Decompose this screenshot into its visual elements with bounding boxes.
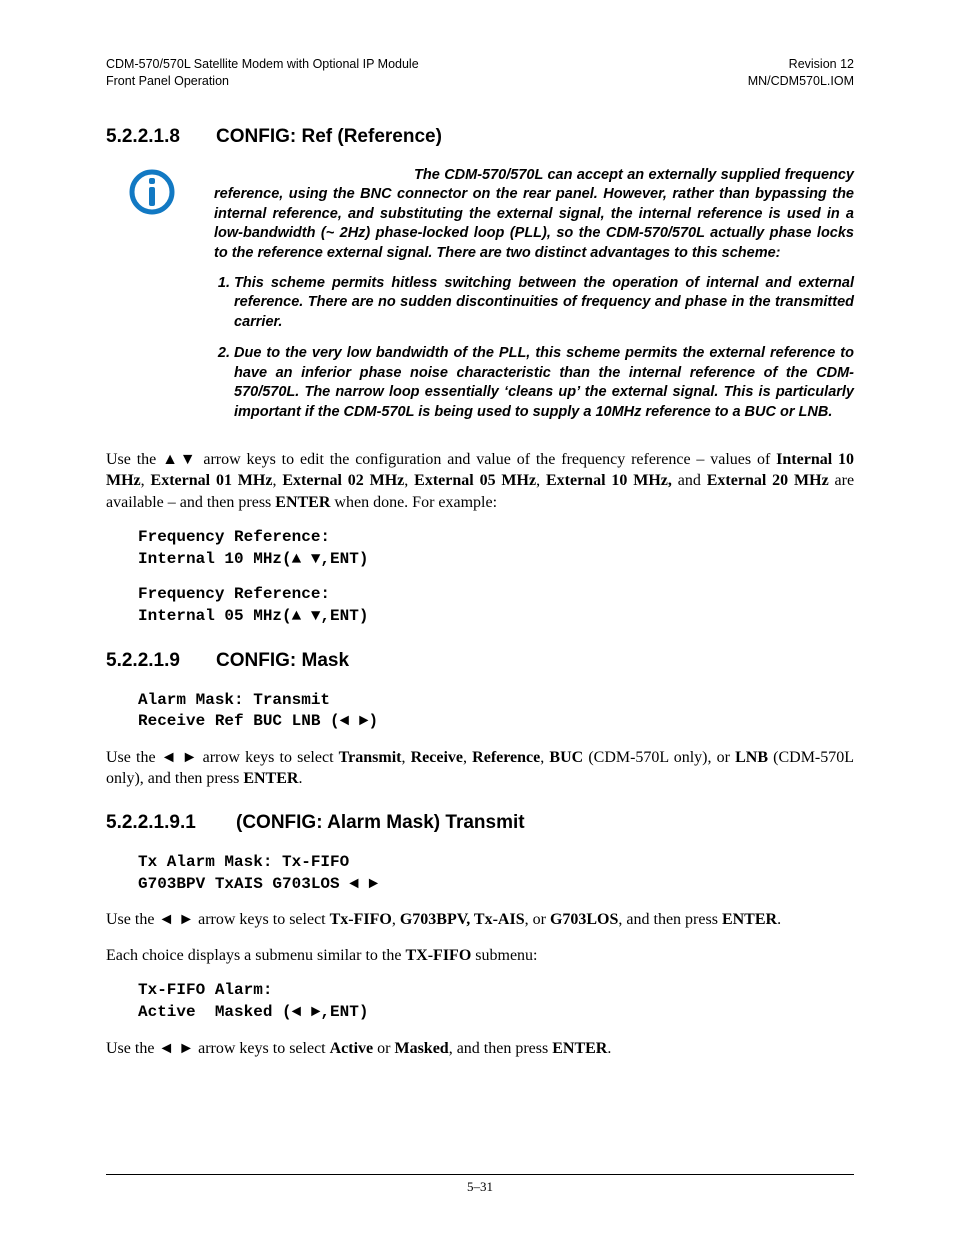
text-bold: External 20 MHz <box>707 472 829 489</box>
text-bold: ENTER <box>552 1040 607 1057</box>
text-bold: External 10 MHz, <box>546 472 672 489</box>
text-bold: Reference <box>472 749 540 766</box>
note-list: This scheme permits hitless switching be… <box>214 274 854 423</box>
code-freq-ref-05: Frequency Reference: Internal 05 MHz(▲ ▼… <box>138 584 854 627</box>
note-text: The CDM-570/570L can accept an externall… <box>214 166 854 435</box>
code-freq-ref-10: Frequency Reference: Internal 10 MHz(▲ ▼… <box>138 527 854 570</box>
text-bold: TX-FIFO <box>405 947 471 964</box>
text: (CDM-570L only), or <box>583 749 735 766</box>
paragraph-submenu-note: Each choice displays a submenu similar t… <box>106 945 854 967</box>
heading-number: 5.2.2.1.9.1 <box>106 812 236 834</box>
header-right: Revision 12 MN/CDM570L.IOM <box>748 56 854 90</box>
footer-rule <box>106 1174 854 1175</box>
text: , and then press <box>449 1040 553 1057</box>
header-left: CDM-570/570L Satellite Modem with Option… <box>106 56 419 90</box>
text-bold: External 02 MHz <box>282 472 404 489</box>
page: CDM-570/570L Satellite Modem with Option… <box>0 0 954 1235</box>
text-bold: G703BPV, Tx-AIS <box>400 911 525 928</box>
text: , or <box>525 911 550 928</box>
code-tx-fifo-alarm: Tx-FIFO Alarm: Active Masked (◄ ►,ENT) <box>138 980 854 1023</box>
text-bold: Receive <box>411 749 463 766</box>
paragraph-tx-select: Use the ◄ ► arrow keys to select Tx-FIFO… <box>106 909 854 931</box>
text-bold: Tx-FIFO <box>330 911 392 928</box>
text-bold: External 01 MHz <box>151 472 273 489</box>
code-tx-alarm-mask: Tx Alarm Mask: Tx-FIFO G703BPV TxAIS G70… <box>138 852 854 895</box>
text: Use the ◄ ► arrow keys to select <box>106 1040 330 1057</box>
text: . <box>607 1040 611 1057</box>
text: , and then press <box>618 911 722 928</box>
header-left-line2: Front Panel Operation <box>106 73 419 90</box>
text: Use the ◄ ► arrow keys to select <box>106 749 339 766</box>
code-alarm-mask: Alarm Mask: Transmit Receive Ref BUC LNB… <box>138 690 854 733</box>
text-bold: BUC <box>549 749 583 766</box>
text-bold: Active <box>330 1040 374 1057</box>
text-bold: ENTER <box>243 770 298 787</box>
text: Each choice displays a submenu similar t… <box>106 947 405 964</box>
heading-title: CONFIG: Ref (Reference) <box>216 126 442 147</box>
text-bold: Transmit <box>339 749 402 766</box>
header-left-line1: CDM-570/570L Satellite Modem with Option… <box>106 56 419 73</box>
note-icon-cell <box>106 166 214 216</box>
page-number: 5–31 <box>106 1179 854 1195</box>
text: submenu: <box>471 947 537 964</box>
heading-title: CONFIG: Mask <box>216 650 349 671</box>
heading-number: 5.2.2.1.8 <box>106 126 216 148</box>
text: , <box>141 472 151 489</box>
header-right-line1: Revision 12 <box>748 56 854 73</box>
note-item-2: Due to the very low bandwidth of the PLL… <box>234 344 854 422</box>
text: , <box>401 749 410 766</box>
text: Use the ◄ ► arrow keys to select <box>106 911 330 928</box>
heading-number: 5.2.2.1.9 <box>106 650 216 672</box>
heading-config-ref: 5.2.2.1.8CONFIG: Ref (Reference) <box>106 126 854 148</box>
text: or <box>373 1040 394 1057</box>
text-bold: LNB <box>735 749 768 766</box>
text: , <box>272 472 282 489</box>
text-bold: External 05 MHz <box>414 472 536 489</box>
header-right-line2: MN/CDM570L.IOM <box>748 73 854 90</box>
note-block: The CDM-570/570L can accept an externall… <box>106 166 854 435</box>
text: , <box>536 472 546 489</box>
heading-alarm-mask-transmit: 5.2.2.1.9.1(CONFIG: Alarm Mask) Transmit <box>106 812 854 834</box>
text: , <box>463 749 472 766</box>
text: , <box>404 472 414 489</box>
paragraph-mask: Use the ◄ ► arrow keys to select Transmi… <box>106 747 854 790</box>
note-intro: The CDM-570/570L can accept an externall… <box>214 167 854 261</box>
text-bold: G703LOS <box>550 911 618 928</box>
text: and <box>672 472 707 489</box>
text-bold: ENTER <box>722 911 777 928</box>
text: . <box>777 911 781 928</box>
paragraph-active-masked: Use the ◄ ► arrow keys to select Active … <box>106 1038 854 1060</box>
text-bold: ENTER <box>275 494 330 511</box>
text: Use the ▲▼ arrow keys to edit the config… <box>106 451 776 468</box>
paragraph-freq-ref: Use the ▲▼ arrow keys to edit the config… <box>106 449 854 514</box>
heading-config-mask: 5.2.2.1.9CONFIG: Mask <box>106 650 854 672</box>
running-header: CDM-570/570L Satellite Modem with Option… <box>106 56 854 90</box>
footer: 5–31 <box>106 1174 854 1195</box>
note-item-1: This scheme permits hitless switching be… <box>234 274 854 333</box>
text: , <box>392 911 400 928</box>
text: . <box>298 770 302 787</box>
text: when done. For example: <box>330 494 497 511</box>
info-icon <box>128 168 176 216</box>
text-bold: Masked <box>394 1040 448 1057</box>
heading-title: (CONFIG: Alarm Mask) Transmit <box>236 812 525 833</box>
